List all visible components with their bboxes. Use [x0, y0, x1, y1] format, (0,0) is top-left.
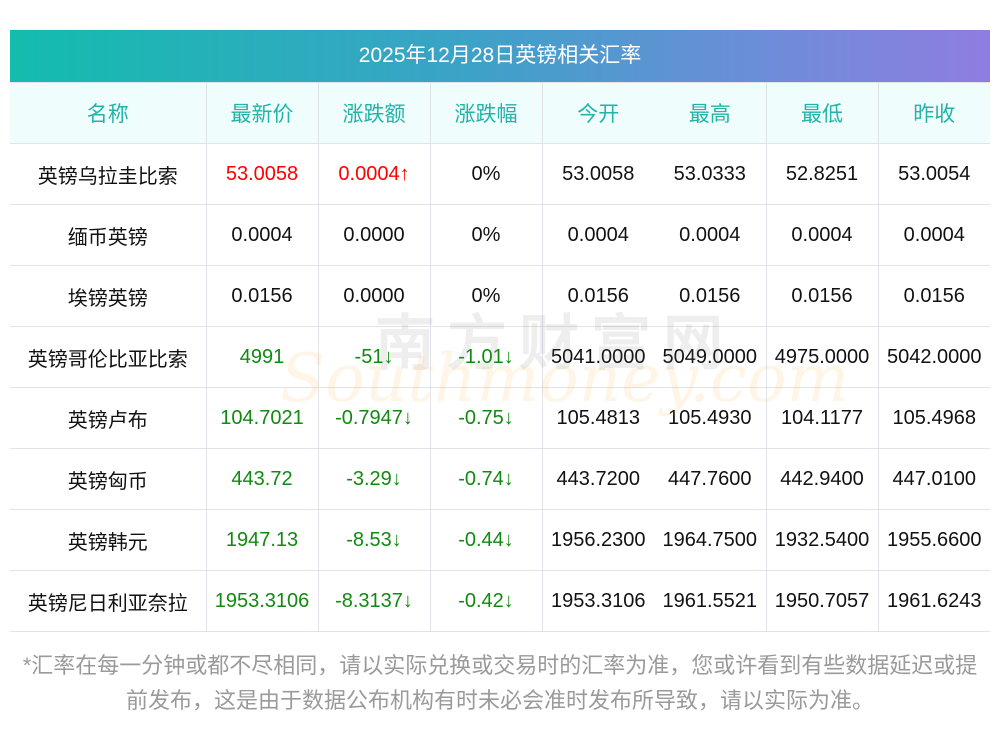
table-row: 缅币英镑 0.0004 0.0000 0% 0.0004 0.0004 0.0004 0.00… — [10, 204, 990, 266]
table-row: 英镑乌拉圭比索 53.0058 0.0004↑ 0% 53.0058 53.0333 52.… — [10, 143, 990, 205]
table-row: 英镑尼日利亚奈拉 1953.3106 -8.3137↓ -0.42↓ 1953.3106… — [10, 570, 990, 632]
change-amount: 0.0004↑ — [317, 143, 431, 205]
low-price: 1932.5400 — [765, 509, 879, 571]
prev-close: 53.0054 — [877, 143, 990, 205]
latest-price: 0.0156 — [205, 265, 319, 327]
open-price: 1953.3106 — [541, 570, 654, 632]
low-price: 104.1177 — [765, 387, 879, 449]
prev-close: 1961.6243 — [877, 570, 990, 632]
table-row: 英镑卢布 104.7021 -0.7947↓ -0.75↓ 105.4813 105.49… — [10, 387, 990, 449]
change-percent: 0% — [429, 265, 543, 327]
header-change-pct: 涨跌幅 — [429, 82, 543, 144]
change-percent: -1.01↓ — [429, 326, 543, 388]
change-amount: -8.53↓ — [317, 509, 431, 571]
prev-close: 447.0100 — [877, 448, 990, 510]
low-price: 1950.7057 — [765, 570, 879, 632]
prev-close: 0.0156 — [877, 265, 990, 327]
change-amount: 0.0000 — [317, 204, 431, 266]
currency-name: 英镑卢布 — [10, 387, 207, 449]
change-percent: -0.74↓ — [429, 448, 543, 510]
currency-name: 英镑韩元 — [10, 509, 207, 571]
latest-price: 53.0058 — [205, 143, 319, 205]
header-high: 最高 — [654, 82, 767, 144]
open-price: 0.0004 — [541, 204, 654, 266]
latest-price: 1953.3106 — [205, 570, 319, 632]
low-price: 0.0156 — [765, 265, 879, 327]
latest-price: 104.7021 — [205, 387, 319, 449]
high-price: 105.4930 — [654, 387, 767, 449]
change-percent: -0.75↓ — [429, 387, 543, 449]
table-row: 埃镑英镑 0.0156 0.0000 0% 0.0156 0.0156 0.0156 0.01… — [10, 265, 990, 327]
change-percent: 0% — [429, 204, 543, 266]
prev-close: 0.0004 — [877, 204, 990, 266]
high-price: 0.0156 — [654, 265, 767, 327]
table-title: 2025年12月28日英镑相关汇率 — [10, 30, 990, 82]
change-percent: 0% — [429, 143, 543, 205]
open-price: 53.0058 — [541, 143, 654, 205]
prev-close: 5042.0000 — [877, 326, 990, 388]
open-price: 5041.0000 — [541, 326, 654, 388]
currency-name: 埃镑英镑 — [10, 265, 207, 327]
change-percent: -0.42↓ — [429, 570, 543, 632]
open-price: 443.7200 — [541, 448, 654, 510]
header-low: 最低 — [765, 82, 879, 144]
table-row: 英镑匈币 443.72 -3.29↓ -0.74↓ 443.7200 447.7600 44… — [10, 448, 990, 510]
header-change: 涨跌额 — [317, 82, 431, 144]
header-prev-close: 昨收 — [877, 82, 990, 144]
high-price: 447.7600 — [654, 448, 767, 510]
header-row: 名称 最新价 涨跌额 涨跌幅 今开 最高 最低 昨收 — [10, 82, 990, 144]
high-price: 5049.0000 — [654, 326, 767, 388]
table-row: 英镑哥伦比亚比索 4991 -51↓ -1.01↓ 5041.0000 5049.0000… — [10, 326, 990, 388]
low-price: 0.0004 — [765, 204, 879, 266]
low-price: 4975.0000 — [765, 326, 879, 388]
header-name: 名称 — [10, 82, 207, 144]
latest-price: 443.72 — [205, 448, 319, 510]
header-latest: 最新价 — [205, 82, 319, 144]
change-amount: -8.3137↓ — [317, 570, 431, 632]
latest-price: 1947.13 — [205, 509, 319, 571]
currency-name: 英镑乌拉圭比索 — [10, 143, 207, 205]
change-amount: -51↓ — [317, 326, 431, 388]
change-amount: -0.7947↓ — [317, 387, 431, 449]
header-open: 今开 — [541, 82, 654, 144]
table-row: 英镑韩元 1947.13 -8.53↓ -0.44↓ 1956.2300 1964.750… — [10, 509, 990, 571]
open-price: 0.0156 — [541, 265, 654, 327]
change-amount: -3.29↓ — [317, 448, 431, 510]
low-price: 52.8251 — [765, 143, 879, 205]
change-percent: -0.44↓ — [429, 509, 543, 571]
low-price: 442.9400 — [765, 448, 879, 510]
currency-name: 缅币英镑 — [10, 204, 207, 266]
currency-name: 英镑尼日利亚奈拉 — [10, 570, 207, 632]
high-price: 1961.5521 — [654, 570, 767, 632]
open-price: 105.4813 — [541, 387, 654, 449]
currency-name: 英镑哥伦比亚比索 — [10, 326, 207, 388]
latest-price: 0.0004 — [205, 204, 319, 266]
prev-close: 1955.6600 — [877, 509, 990, 571]
high-price: 0.0004 — [654, 204, 767, 266]
latest-price: 4991 — [205, 326, 319, 388]
open-price: 1956.2300 — [541, 509, 654, 571]
high-price: 53.0333 — [654, 143, 767, 205]
currency-name: 英镑匈币 — [10, 448, 207, 510]
change-amount: 0.0000 — [317, 265, 431, 327]
exchange-rate-table: 名称 最新价 涨跌额 涨跌幅 今开 最高 最低 昨收 英镑乌拉圭比索 53.005… — [10, 82, 990, 632]
high-price: 1964.7500 — [654, 509, 767, 571]
disclaimer-note: *汇率在每一分钟或都不尽相同，请以实际兑换或交易时的汇率为准，您或许看到有些数据… — [22, 653, 978, 713]
prev-close: 105.4968 — [877, 387, 990, 449]
